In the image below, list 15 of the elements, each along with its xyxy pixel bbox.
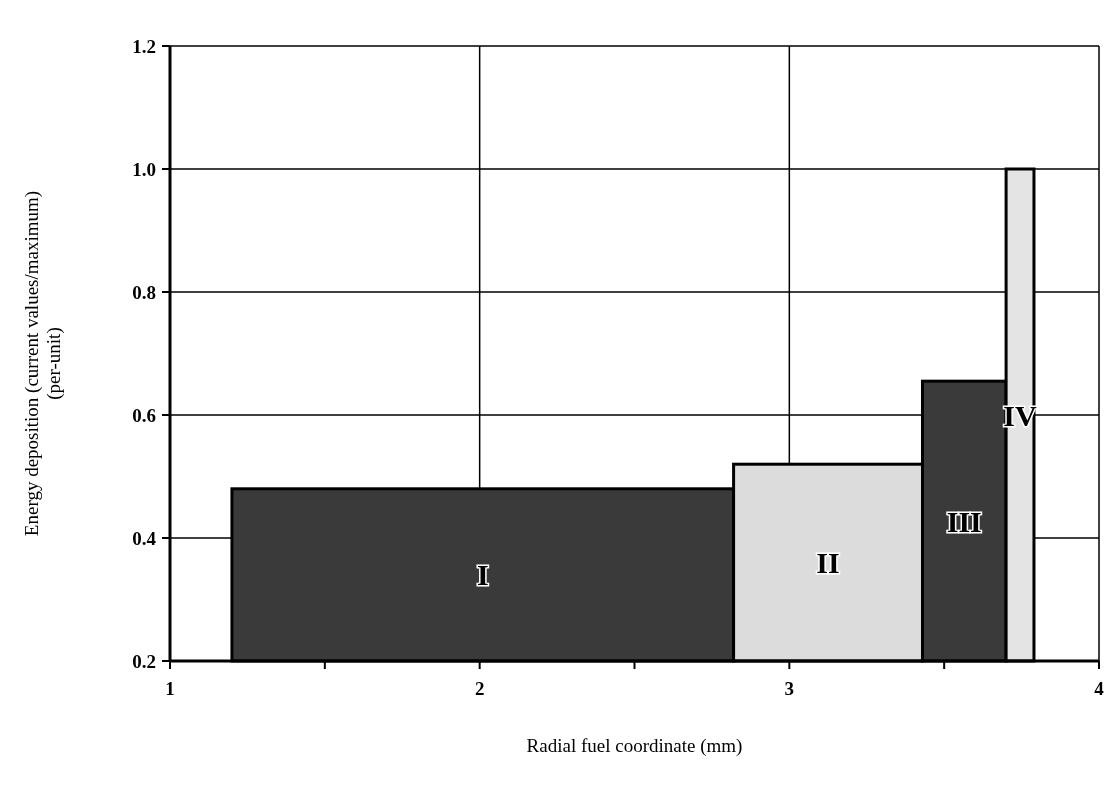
y-axis-title: Energy deposition (current values/maximum) (per-unit) [21,190,65,537]
x-tick-label: 2 [474,678,485,699]
annotation: III [946,504,982,538]
x-axis-title: Radial fuel coordinate (mm) [526,735,743,757]
x-tick-label: 3 [784,678,795,699]
annotation: II [816,546,840,580]
annotation: I [476,558,489,592]
x-tick-label: 1 [165,678,175,699]
y-tick-label: 0.8 [132,281,156,303]
y-tick-label: 1.2 [132,35,156,57]
y-tick-label: 0.4 [132,527,157,549]
y-tick-label: 0.2 [132,650,156,672]
y-tick-label: 1.0 [132,158,156,180]
x-tick-label: 4 [1094,678,1105,699]
y-tick-label: 0.6 [132,404,156,426]
